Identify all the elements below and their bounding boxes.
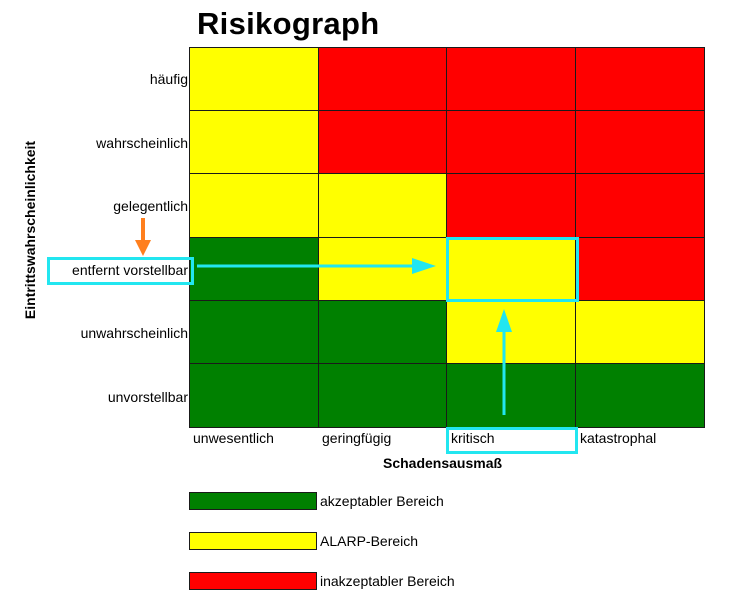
highlight-cell-box	[446, 237, 579, 302]
matrix-cell	[575, 363, 704, 427]
matrix-cell	[318, 300, 447, 364]
matrix-cell	[190, 300, 319, 364]
y-tick-label: wahrscheinlich	[96, 135, 188, 151]
highlight-y-category-box	[47, 257, 194, 285]
risk-matrix	[189, 47, 705, 428]
y-tick-label: häufig	[149, 71, 188, 87]
matrix-cell	[318, 363, 447, 427]
matrix-cell	[447, 111, 576, 175]
orange-pointer-arrow-icon	[135, 218, 151, 256]
y-tick-label: gelegentlich	[113, 198, 188, 214]
chart-title: Risikograph	[197, 6, 380, 41]
y-axis-label: Eintrittswahrscheinlichkeit	[22, 140, 38, 320]
matrix-cell	[190, 237, 319, 301]
legend-swatch-yellow	[189, 532, 317, 550]
matrix-cell	[318, 111, 447, 175]
matrix-cell	[190, 363, 319, 427]
y-tick-label: entfernt vorstellbar	[72, 262, 188, 278]
matrix-cell	[575, 111, 704, 175]
x-axis-label: Schadensausmaß	[383, 455, 503, 471]
y-tick-label: unwahrscheinlich	[80, 325, 188, 341]
matrix-cell	[447, 300, 576, 364]
matrix-cell	[447, 363, 576, 427]
matrix-cell	[318, 174, 447, 238]
legend-item-acceptable: akzeptabler Bereich	[189, 491, 444, 511]
legend-label: inakzeptabler Bereich	[320, 573, 455, 589]
matrix-cell	[575, 48, 704, 112]
matrix-cell	[318, 237, 447, 301]
x-tick-label: unwesentlich	[193, 430, 274, 446]
highlight-x-category-box	[446, 427, 578, 454]
legend-swatch-red	[189, 572, 317, 590]
matrix-cell	[318, 48, 447, 112]
matrix-cell	[190, 111, 319, 175]
matrix-cell	[447, 48, 576, 112]
x-tick-label: katastrophal	[580, 430, 657, 446]
matrix-cell	[575, 174, 704, 238]
x-tick-label: kritisch	[451, 430, 495, 446]
legend-swatch-green	[189, 492, 317, 510]
matrix-cell	[190, 174, 319, 238]
matrix-cell	[575, 237, 704, 301]
y-tick-label: unvorstellbar	[107, 389, 188, 405]
legend-label: ALARP-Bereich	[320, 533, 419, 549]
legend-item-unacceptable: inakzeptabler Bereich	[189, 571, 455, 591]
matrix-cell	[190, 48, 319, 112]
legend-label: akzeptabler Bereich	[320, 493, 444, 509]
legend-item-alarp: ALARP-Bereich	[189, 531, 418, 551]
x-tick-label: geringfügig	[322, 430, 392, 446]
matrix-cell	[447, 174, 576, 238]
matrix-cell	[575, 300, 704, 364]
